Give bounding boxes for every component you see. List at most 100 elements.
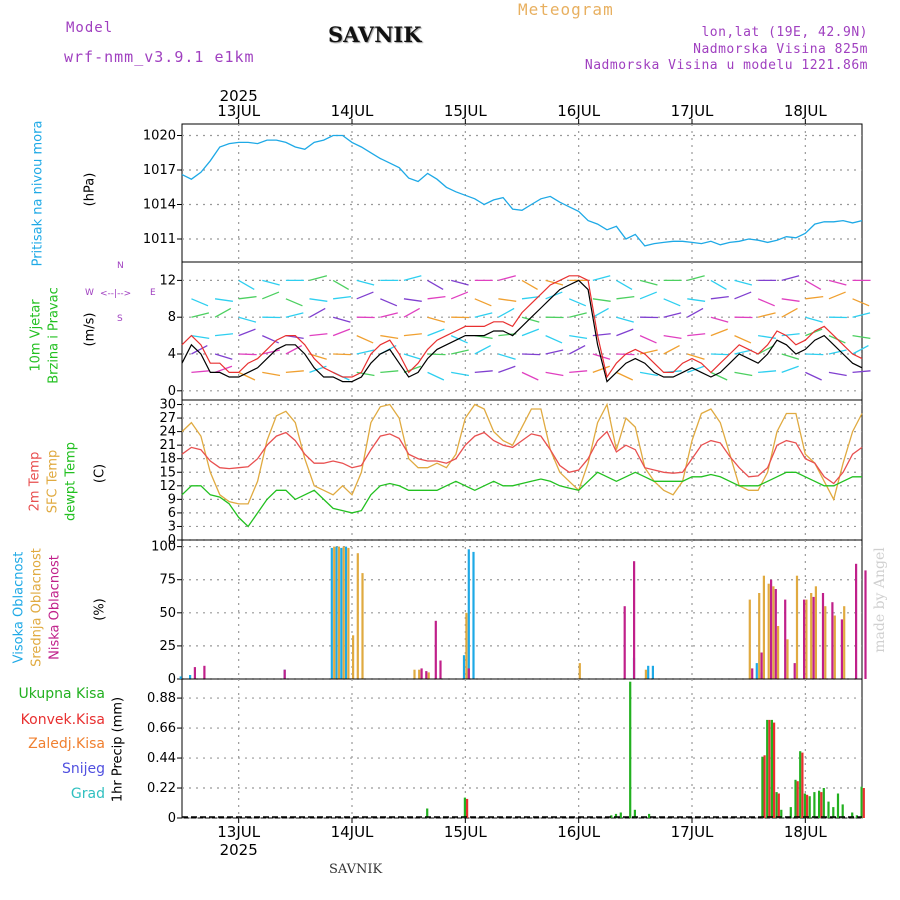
top-date-label: 18JUL	[784, 102, 827, 120]
wind-arrow	[687, 298, 706, 302]
cloud-high-bar	[755, 663, 758, 679]
wind-arrow	[592, 275, 611, 282]
wind-arrow	[828, 291, 846, 300]
cloud-high-bar	[472, 551, 475, 679]
wind-arrow	[639, 335, 657, 344]
wind-arrow	[214, 333, 234, 337]
precip-legend-total: Ukupna Kisa	[18, 686, 105, 702]
y-tick-label: 1017	[143, 163, 176, 178]
model-altitude-info: Nadmorska Visina u modelu 1221.86m	[584, 58, 868, 73]
rain-total-bar	[860, 786, 863, 818]
y-tick-label: 18	[159, 452, 176, 467]
wind-arrow	[238, 295, 257, 300]
y-tick-label: 0.66	[147, 721, 176, 736]
cloud-high-bar	[467, 549, 470, 679]
wind-arrow	[521, 353, 541, 356]
y-tick-label: 0.88	[147, 691, 176, 706]
y-tick-label: 50	[159, 606, 176, 621]
cloud-low-bar	[803, 599, 806, 679]
cloud-low-bar	[203, 665, 206, 679]
wind-arrow	[238, 371, 256, 381]
rain-conv-bar	[763, 755, 766, 818]
wind-arrow	[403, 307, 421, 318]
lonlat-info: lon,lat (19E, 42.9N)	[701, 25, 868, 40]
wind-arrow	[852, 334, 871, 340]
cloud-low-bar	[831, 602, 834, 679]
cloud-label-high: Visoka Oblacnost	[11, 551, 27, 664]
wind-arrow	[262, 279, 280, 286]
wind-arrow	[781, 275, 800, 282]
bottom-date-label: 15JUL	[444, 823, 487, 841]
wind-arrow	[474, 344, 491, 355]
panel-frame	[181, 399, 863, 541]
wind-arrow	[616, 279, 633, 290]
cloud-low-bar	[855, 563, 858, 679]
temp-unit: (C)	[92, 463, 108, 484]
precip-unit: 1hr Precip (mm)	[110, 696, 126, 803]
rain-total-bar	[832, 807, 835, 818]
cloud-mid-bar	[644, 669, 647, 679]
y-tick-label: 1020	[143, 129, 176, 144]
cloud-mid-bar	[361, 573, 364, 679]
wind-arrow	[569, 312, 587, 318]
cloud-low-bar	[770, 579, 773, 679]
wind-arrow	[214, 365, 233, 374]
wind-arrow	[356, 279, 375, 286]
wind-label-1: 10m Vjetar	[28, 299, 44, 372]
wind-arrow	[781, 307, 798, 318]
cloud-high-bar	[179, 676, 182, 679]
cloud-low-bar	[193, 667, 196, 679]
rain-total-bar	[426, 808, 429, 818]
rain-conv-bar	[862, 788, 865, 818]
wind-arrow	[450, 335, 468, 344]
rain-total-bar	[827, 801, 830, 818]
wind-arrow	[734, 279, 753, 286]
product-title: Meteogram	[518, 0, 614, 19]
wind-arrow	[828, 371, 847, 377]
pressure-line	[181, 134, 863, 247]
wind-arrow	[616, 371, 634, 381]
rain-total-bar	[619, 812, 622, 818]
y-tick-label: 4	[168, 347, 176, 362]
rain-total-bar	[780, 809, 783, 818]
wind-arrow	[238, 328, 256, 337]
cloud-mid-bar	[762, 575, 765, 679]
cloud-mid-bar	[427, 672, 430, 679]
wind-arrow	[592, 365, 610, 374]
wind-arrow	[262, 349, 280, 355]
cloud-mid-bar	[342, 546, 345, 679]
wind-arrow	[568, 298, 587, 307]
wind-arrow	[663, 298, 681, 307]
wind-arrow	[403, 353, 422, 360]
y-tick-label: 12	[159, 273, 176, 288]
cloud-low-bar	[793, 663, 796, 679]
wind-arrow	[757, 298, 775, 307]
cloud-mid-bar	[777, 626, 780, 679]
dewpoint-line	[181, 471, 862, 528]
wind-arrow	[309, 307, 326, 318]
wind-arrow	[781, 353, 800, 360]
wind-arrow	[521, 279, 538, 290]
bottom-date-label: 17JUL	[671, 823, 714, 841]
cloud-low-bar	[425, 671, 428, 679]
rain-total-bar	[648, 813, 651, 818]
rain-total-bar	[789, 807, 792, 818]
wind-arrow	[309, 275, 328, 282]
panel-frame	[181, 261, 863, 401]
cloud-low-bar	[840, 619, 843, 679]
cloud-high-bar	[189, 675, 192, 679]
wind-arrow	[710, 279, 727, 290]
cloud-mid-bar	[795, 575, 799, 679]
y-tick-label: 100	[151, 540, 176, 555]
wind-arrow	[521, 328, 540, 337]
wind-arrow	[852, 312, 871, 318]
rain-total-bar	[851, 812, 854, 818]
compass-n: N	[117, 261, 124, 271]
wind-arrow	[545, 371, 564, 377]
compass-e: E	[150, 288, 156, 298]
wind-arrow	[663, 334, 682, 340]
cloud-mid-bar	[465, 612, 468, 679]
rain-total-bar	[614, 813, 618, 818]
wind-arrow	[309, 333, 328, 337]
y-tick-label: 12	[159, 479, 176, 494]
